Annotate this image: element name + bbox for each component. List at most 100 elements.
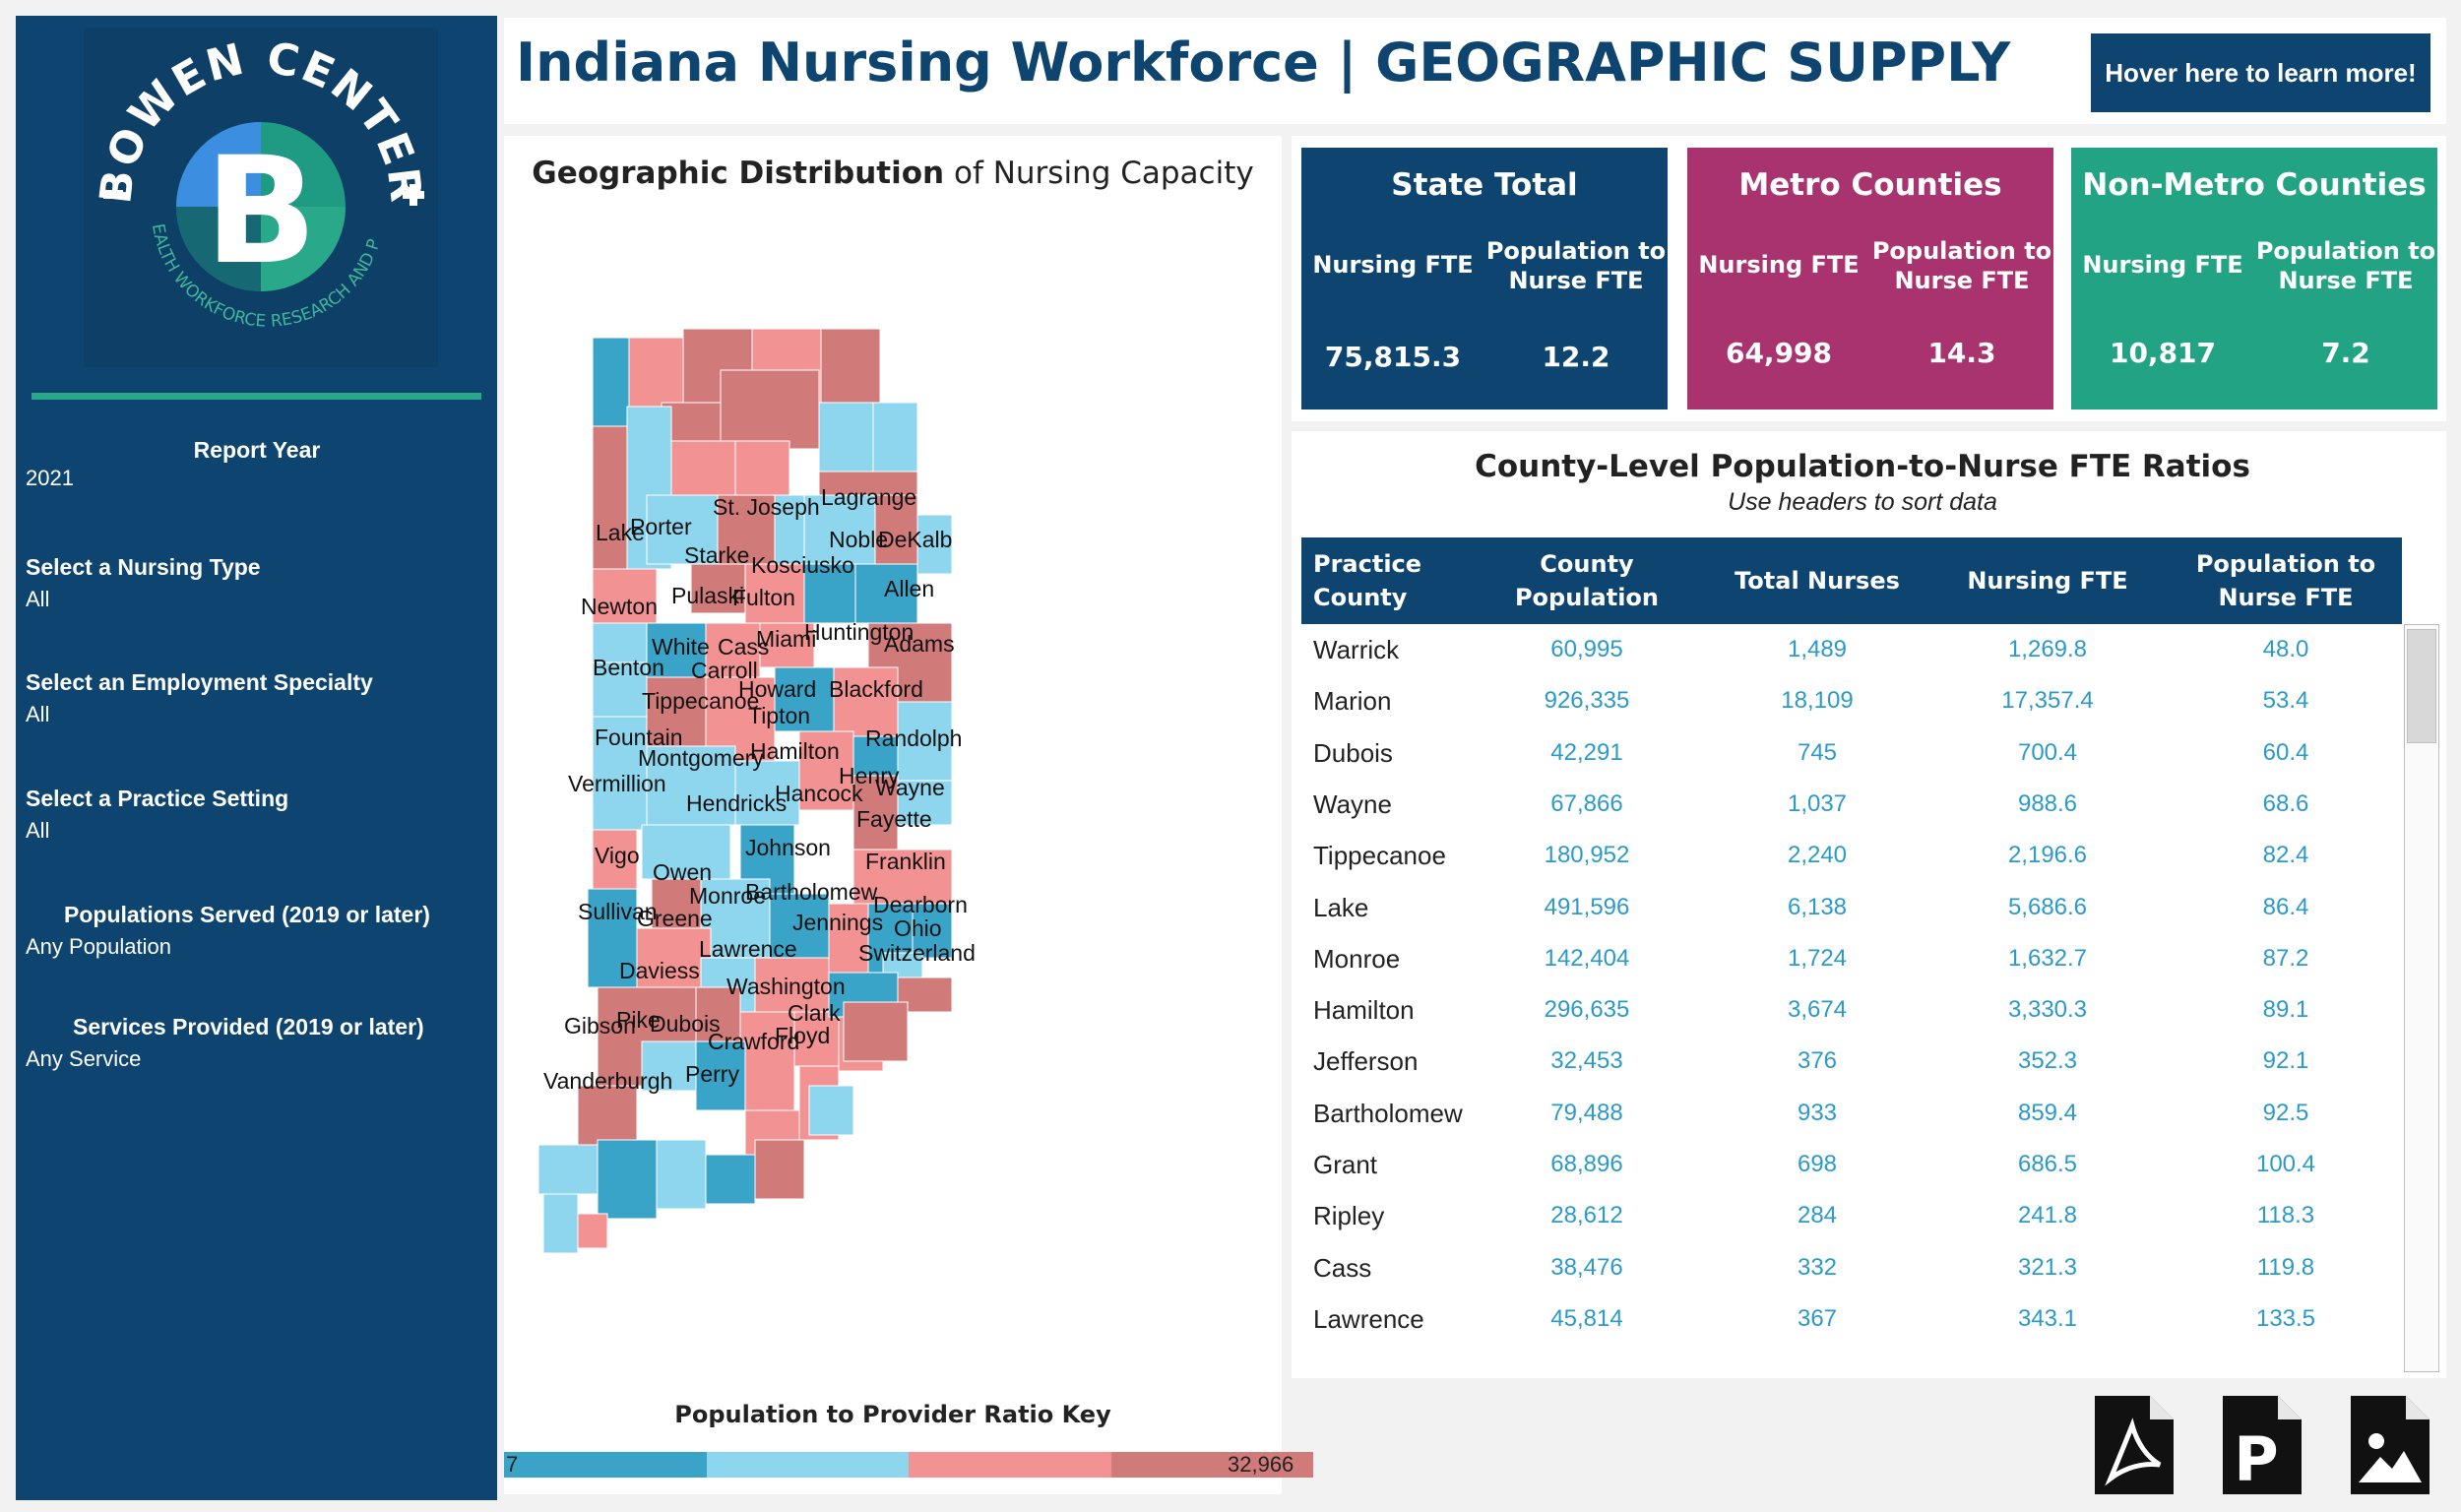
county-shape[interactable] [820, 328, 881, 404]
table-row[interactable]: Monroe 142,404 1,724 1,632.7 87.2 [1301, 933, 2402, 984]
header-practice-county[interactable]: Practice County [1313, 550, 1422, 611]
table-row[interactable]: Grant 68,896 698 686.5 100.4 [1301, 1139, 2402, 1190]
county-shape[interactable] [854, 563, 918, 624]
county-shape[interactable] [720, 369, 820, 450]
filter-employment-specialty[interactable]: Select an Employment Specialty All [26, 669, 488, 727]
header: Indiana Nursing Workforce | GEOGRAPHIC S… [504, 18, 2446, 124]
county-label: Adams [884, 631, 955, 657]
cell-value: 17,357.4 [2001, 687, 2094, 715]
filter-value[interactable]: 2021 [26, 466, 74, 490]
county-shape[interactable] [577, 1213, 608, 1249]
filter-value[interactable]: Any Population [26, 934, 171, 959]
county-shape[interactable] [734, 440, 790, 496]
table-row[interactable]: Lake 491,596 6,138 5,686.6 86.4 [1301, 882, 2402, 933]
county-shape[interactable] [833, 666, 899, 737]
table-row[interactable]: Henry 49,146 356 329.5 149.2 [1301, 1345, 2402, 1353]
table-row[interactable]: Bartholomew 79,488 933 859.4 92.5 [1301, 1088, 2402, 1139]
filter-value[interactable]: All [26, 818, 50, 843]
county-shape[interactable] [592, 622, 648, 663]
export-powerpoint-icon[interactable]: P [2223, 1396, 2302, 1495]
county-shape[interactable] [592, 716, 648, 831]
header-nursing-fte[interactable]: Nursing FTE [1967, 567, 2128, 595]
county-shape[interactable] [587, 888, 638, 988]
county-shape[interactable] [897, 780, 953, 826]
county-label: Lake [596, 520, 645, 545]
table-scrollbar[interactable] [2404, 624, 2439, 1372]
filter-value[interactable]: Any Service [26, 1046, 142, 1071]
table-row[interactable]: Dubois 42,291 745 700.4 60.4 [1301, 727, 2402, 779]
county-shape[interactable] [592, 425, 628, 570]
header-county-population[interactable]: County Population [1514, 550, 1660, 611]
county-shape[interactable] [705, 622, 761, 678]
county-shape[interactable] [774, 666, 835, 732]
county-shape[interactable] [695, 986, 741, 1042]
county-label: St. Joseph [713, 494, 820, 520]
filter-nursing-type[interactable]: Select a Nursing Type All [26, 554, 488, 612]
cell-value: 329.5 [1949, 1345, 2146, 1353]
county-shape[interactable] [690, 563, 746, 614]
county-shape[interactable] [646, 494, 719, 565]
header-population-to-nurse-fte[interactable]: Population to Nurse FTE [2195, 550, 2376, 611]
county-shape[interactable] [916, 514, 953, 575]
scrollbar-thumb[interactable] [2407, 629, 2436, 743]
county-shape[interactable] [670, 440, 736, 496]
bowen-center-logo: BOWEN CENTER FOR HEALTH WORKFORCE RESEAR… [77, 13, 438, 367]
county-shape[interactable] [542, 1193, 579, 1254]
county-shape[interactable] [656, 1139, 707, 1210]
header-total-nurses[interactable]: Total Nurses [1735, 567, 1900, 595]
filter-value[interactable]: All [26, 587, 50, 611]
county-shape[interactable] [695, 1040, 746, 1111]
export-pdf-icon[interactable] [2095, 1396, 2174, 1494]
county-shape[interactable] [537, 1144, 599, 1195]
cell-value: 321.3 [2017, 1253, 2078, 1281]
table-row[interactable]: Ripley 28,612 284 241.8 118.3 [1301, 1190, 2402, 1241]
county-shape[interactable] [592, 662, 648, 718]
county-shape[interactable] [717, 494, 776, 565]
filter-value[interactable]: All [26, 702, 50, 726]
export-image-icon[interactable] [2351, 1396, 2429, 1494]
county-shape[interactable] [818, 402, 874, 472]
county-shape[interactable] [872, 402, 918, 472]
county-shape[interactable] [577, 1085, 638, 1146]
table-row[interactable]: Hamilton 296,635 3,674 3,330.3 89.1 [1301, 984, 2402, 1036]
county-shape[interactable] [852, 849, 953, 905]
learn-more-button[interactable]: Hover here to learn more! [2091, 33, 2430, 112]
table-row[interactable]: Lawrence 45,814 367 343.1 133.5 [1301, 1293, 2402, 1345]
county-shape[interactable] [646, 622, 707, 678]
county-shape[interactable] [759, 622, 815, 668]
county-shapes[interactable] [537, 328, 953, 1254]
county-shape[interactable] [592, 337, 630, 427]
cell-value: 356 [1719, 1345, 1916, 1353]
county-shape[interactable] [843, 1001, 909, 1062]
cell-value: 118.3 [2256, 1202, 2315, 1229]
table-row[interactable]: Cass 38,476 332 321.3 119.8 [1301, 1242, 2402, 1293]
county-shape[interactable] [597, 1139, 658, 1220]
table-row[interactable]: Warrick 60,995 1,489 1,269.8 48.0 [1301, 624, 2402, 675]
table-row[interactable]: Jefferson 32,453 376 352.3 92.1 [1301, 1036, 2402, 1087]
page-title: Indiana Nursing Workforce | GEOGRAPHIC S… [516, 32, 2011, 94]
filter-label: Select an Employment Specialty [26, 669, 373, 695]
county-shape[interactable] [705, 1154, 756, 1205]
table-row[interactable]: Wayne 67,866 1,037 988.6 68.6 [1301, 779, 2402, 830]
table-row[interactable]: Tippecanoe 180,952 2,240 2,196.6 82.4 [1301, 830, 2402, 881]
filter-report-year[interactable]: Report Year 2021 [26, 437, 488, 491]
filter-services-provided[interactable]: Services Provided (2019 or later) Any Se… [26, 1014, 488, 1072]
county-shape[interactable] [744, 563, 805, 624]
county-label: Perry [685, 1061, 739, 1087]
county-shape[interactable] [700, 878, 771, 959]
county-shape[interactable] [769, 893, 830, 959]
kpi-label-nursing-fte: Nursing FTE [2082, 251, 2243, 279]
county-shape[interactable] [912, 903, 953, 959]
county-shape[interactable] [808, 1085, 854, 1136]
county-shape[interactable] [646, 676, 707, 747]
filter-practice-setting[interactable]: Select a Practice Setting All [26, 786, 488, 844]
filter-populations-served[interactable]: Populations Served (2019 or later) Any P… [26, 902, 488, 960]
county-shape[interactable] [754, 1139, 805, 1200]
table-row[interactable]: Marion 926,335 18,109 17,357.4 53.4 [1301, 675, 2402, 726]
county-label: Daviess [619, 958, 700, 983]
county-shape[interactable] [803, 563, 856, 624]
logo-divider [32, 393, 481, 400]
county-shape[interactable] [897, 701, 953, 782]
